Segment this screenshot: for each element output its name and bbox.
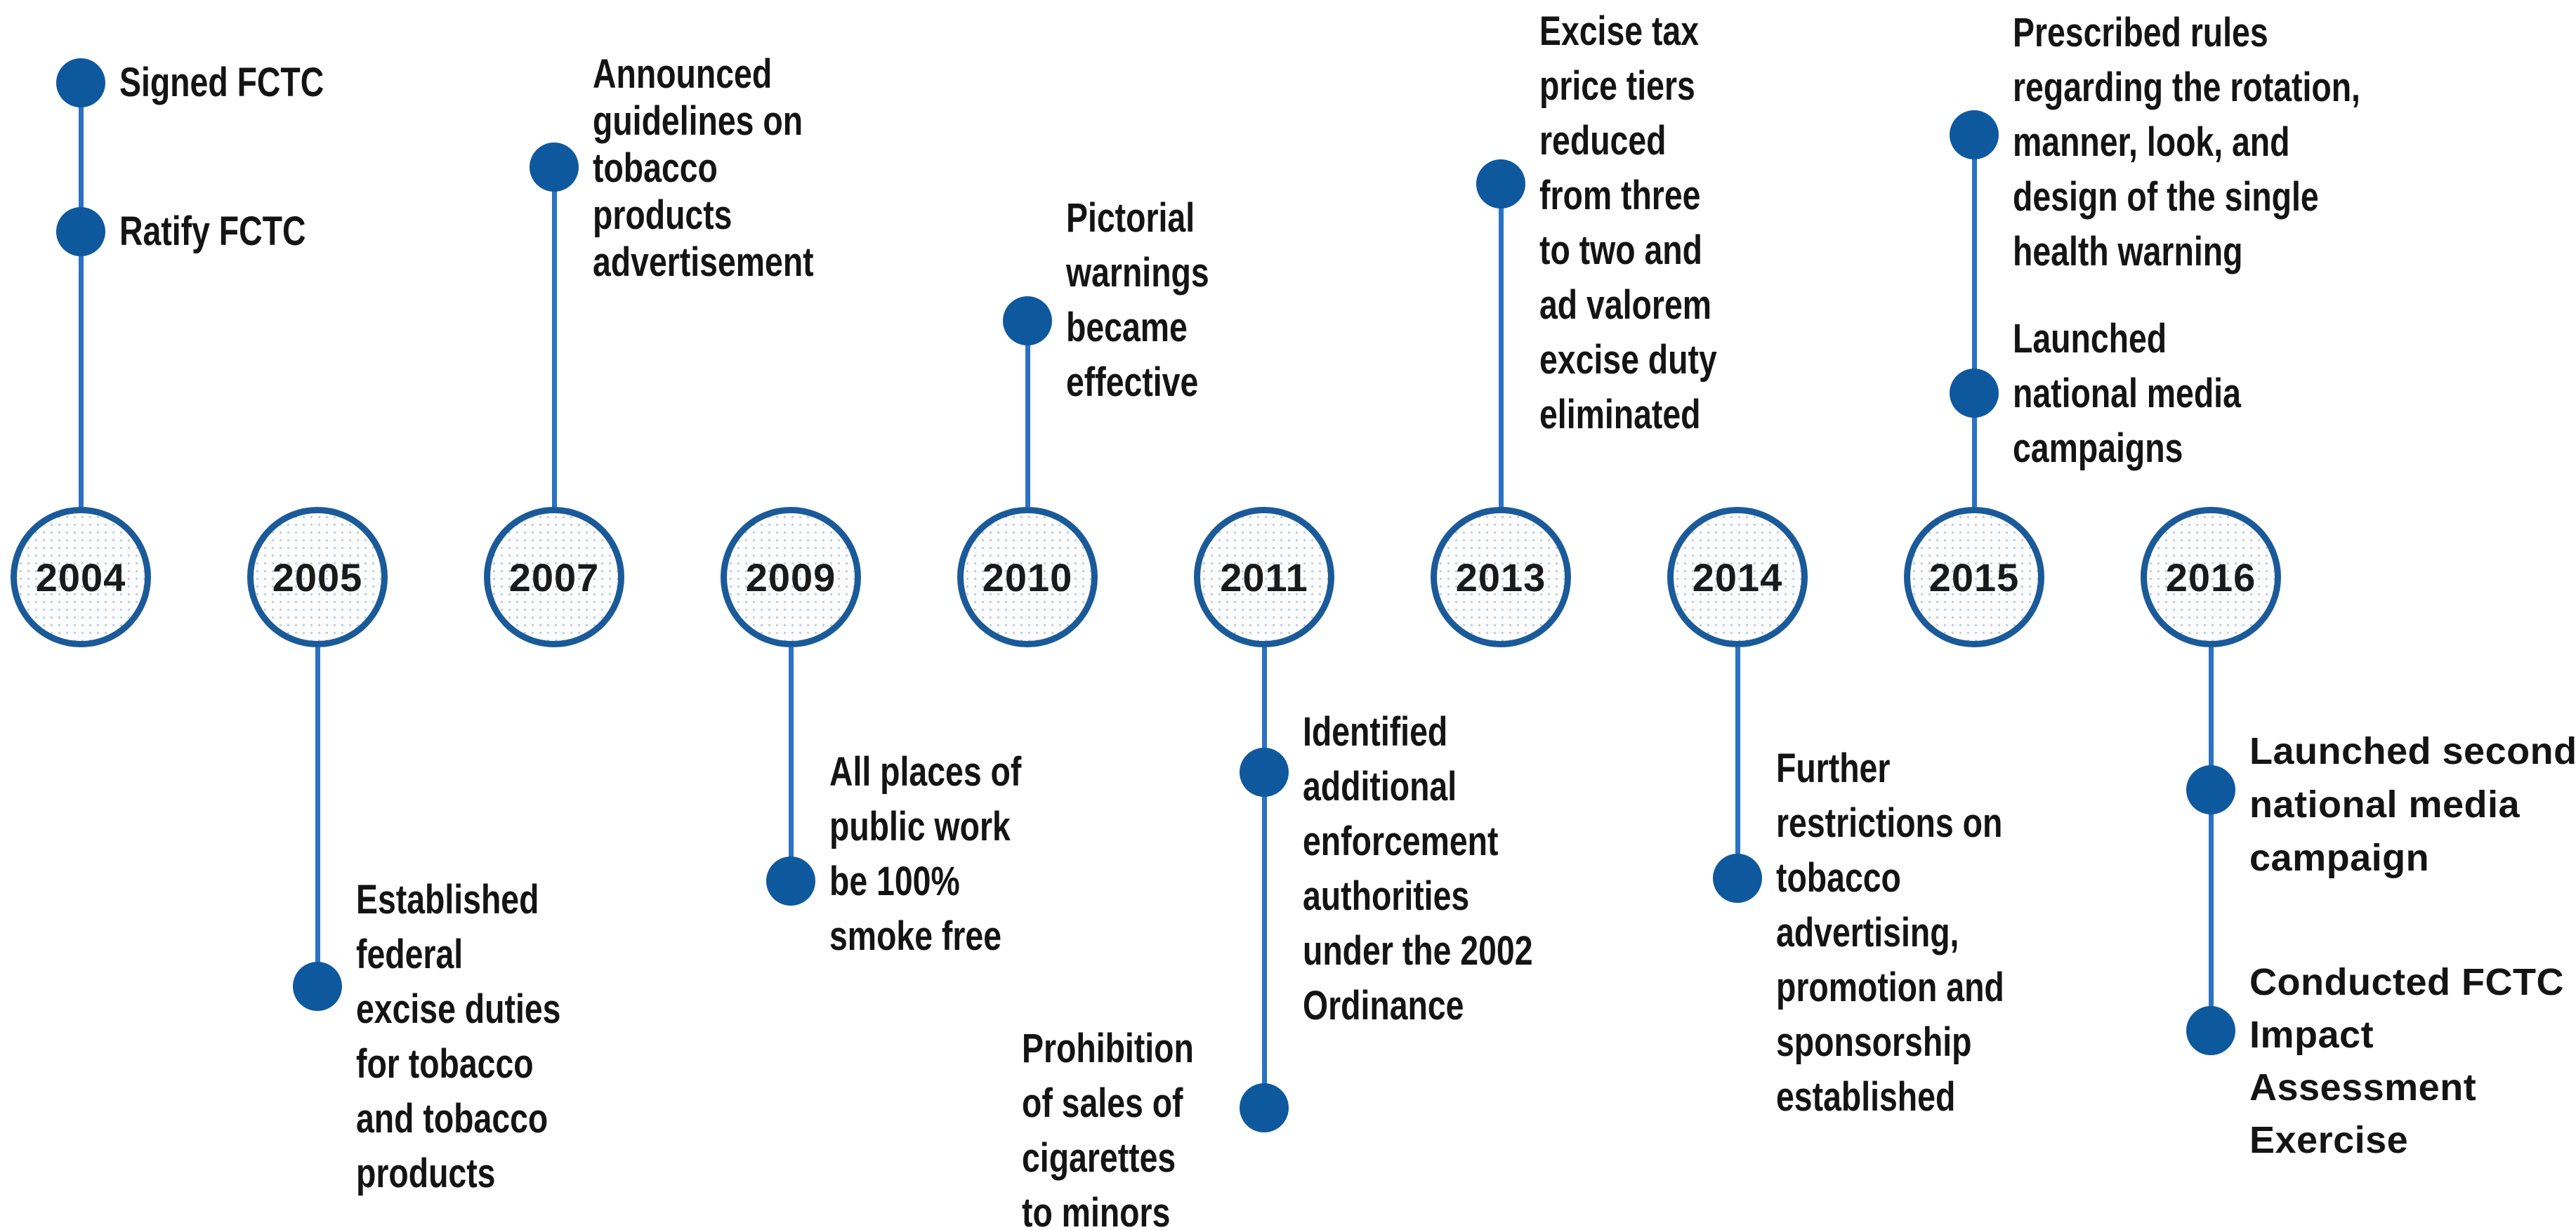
event-dot bbox=[56, 58, 105, 107]
year-label: 2007 bbox=[508, 555, 600, 600]
connector-line bbox=[551, 167, 557, 507]
event-label: Ratify FCTC bbox=[119, 209, 306, 254]
year-circle-2015: 2015 bbox=[1904, 507, 2044, 647]
year-circle-2013: 2013 bbox=[1431, 507, 1571, 647]
year-label: 2016 bbox=[2165, 555, 2256, 600]
connector-line bbox=[315, 647, 320, 986]
year-label: 2010 bbox=[982, 555, 1073, 600]
event-label: Excise tax price tiers reduced from thre… bbox=[1539, 8, 1717, 437]
event-label: Conducted FCTC Impact Assessment Exercis… bbox=[2249, 961, 2564, 1161]
year-label: 2009 bbox=[745, 555, 836, 600]
year-circle-2009: 2009 bbox=[721, 507, 861, 647]
event-label: Launched second national media campaign bbox=[2249, 730, 2576, 879]
connector-line bbox=[2208, 647, 2214, 1031]
year-label: 2015 bbox=[1928, 555, 2020, 600]
event-label: Prescribed rules regarding the rotation,… bbox=[2013, 10, 2360, 275]
event-dot bbox=[1950, 369, 1999, 418]
event-label: Launched national media campaigns bbox=[2013, 316, 2241, 471]
year-circle-2004: 2004 bbox=[11, 507, 151, 647]
event-dot bbox=[530, 143, 579, 192]
event-label: Prohibition of sales of cigarettes to mi… bbox=[1022, 1026, 1194, 1230]
event-label: Identified additional enforcement author… bbox=[1303, 709, 1533, 1029]
event-dot bbox=[2186, 765, 2235, 814]
event-dot bbox=[1476, 159, 1525, 209]
year-circle-2014: 2014 bbox=[1667, 507, 1808, 647]
year-label: 2014 bbox=[1692, 555, 1783, 600]
connector-line bbox=[1261, 647, 1267, 1108]
event-label: Announced guidelines on tobacco products… bbox=[593, 51, 814, 285]
year-circle-2011: 2011 bbox=[1194, 507, 1334, 647]
year-circle-2007: 2007 bbox=[484, 507, 624, 647]
connector-line bbox=[1025, 321, 1030, 507]
connector-line bbox=[1735, 647, 1740, 878]
event-dot bbox=[1003, 296, 1052, 345]
event-dot bbox=[766, 857, 815, 906]
event-dot bbox=[1240, 1083, 1289, 1132]
year-circle-2010: 2010 bbox=[957, 507, 1098, 647]
connector-line bbox=[1971, 135, 1977, 507]
event-label: Established federal excise duties for to… bbox=[356, 877, 561, 1196]
connector-line bbox=[788, 647, 794, 881]
connector-line bbox=[78, 83, 84, 507]
event-dot bbox=[56, 207, 105, 256]
year-circle-2016: 2016 bbox=[2141, 507, 2281, 647]
event-dot bbox=[1950, 110, 1999, 159]
year-label: 2004 bbox=[35, 555, 126, 600]
year-circle-2005: 2005 bbox=[247, 507, 388, 647]
event-label: Signed FCTC bbox=[119, 60, 324, 105]
event-label: All places of public work be 100% smoke … bbox=[829, 749, 1022, 959]
event-dot bbox=[293, 962, 342, 1011]
event-dot bbox=[1240, 748, 1289, 797]
connector-line bbox=[1498, 184, 1504, 507]
year-label: 2013 bbox=[1455, 555, 1546, 600]
year-label: 2005 bbox=[272, 555, 363, 600]
year-label: 2011 bbox=[1220, 555, 1308, 600]
event-dot bbox=[1713, 854, 1762, 903]
event-label: Further restrictions on tobacco advertis… bbox=[1776, 746, 2004, 1120]
event-dot bbox=[2186, 1006, 2235, 1055]
event-label: Pictorial warnings became effective bbox=[1066, 195, 1209, 405]
